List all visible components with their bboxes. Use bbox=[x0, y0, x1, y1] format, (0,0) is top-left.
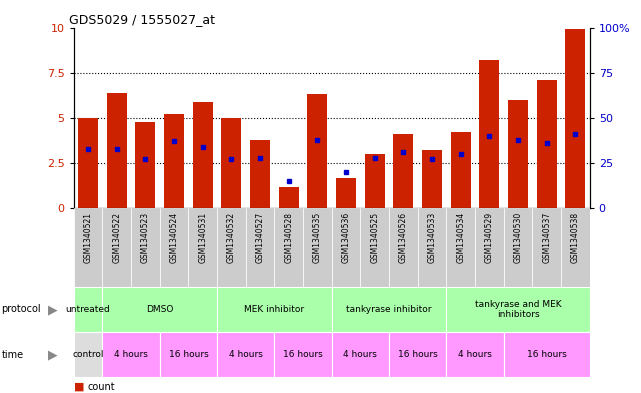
Bar bbox=[446, 287, 590, 332]
Bar bbox=[217, 332, 274, 377]
Bar bbox=[74, 208, 103, 287]
Bar bbox=[74, 287, 103, 332]
Text: GSM1340529: GSM1340529 bbox=[485, 212, 494, 263]
Bar bbox=[332, 332, 389, 377]
Bar bbox=[279, 187, 299, 208]
Text: 4 hours: 4 hours bbox=[458, 350, 492, 359]
Bar bbox=[479, 60, 499, 208]
Text: ▶: ▶ bbox=[47, 348, 58, 361]
Bar bbox=[103, 208, 131, 287]
Bar bbox=[221, 118, 242, 208]
Bar bbox=[533, 208, 561, 287]
Bar bbox=[504, 208, 533, 287]
Bar bbox=[504, 332, 590, 377]
Text: GSM1340525: GSM1340525 bbox=[370, 212, 379, 263]
Bar bbox=[307, 94, 328, 208]
Bar bbox=[103, 332, 160, 377]
Bar bbox=[389, 332, 446, 377]
Text: count: count bbox=[88, 382, 115, 392]
Bar bbox=[193, 102, 213, 208]
Bar bbox=[106, 93, 127, 208]
Bar bbox=[561, 208, 590, 287]
Bar bbox=[475, 208, 504, 287]
Text: GSM1340530: GSM1340530 bbox=[513, 212, 522, 263]
Text: 4 hours: 4 hours bbox=[344, 350, 378, 359]
Bar bbox=[160, 332, 217, 377]
Text: GSM1340533: GSM1340533 bbox=[428, 212, 437, 263]
Bar bbox=[78, 118, 98, 208]
Bar bbox=[360, 208, 389, 287]
Text: 16 hours: 16 hours bbox=[169, 350, 208, 359]
Text: GSM1340523: GSM1340523 bbox=[141, 212, 150, 263]
Text: GSM1340528: GSM1340528 bbox=[284, 212, 293, 263]
Text: GSM1340535: GSM1340535 bbox=[313, 212, 322, 263]
Bar bbox=[394, 134, 413, 208]
Bar bbox=[446, 332, 504, 377]
Text: time: time bbox=[1, 350, 24, 360]
Bar bbox=[135, 121, 155, 208]
Text: untreated: untreated bbox=[65, 305, 110, 314]
Bar bbox=[422, 151, 442, 208]
Text: MEK inhibitor: MEK inhibitor bbox=[244, 305, 304, 314]
Text: 4 hours: 4 hours bbox=[114, 350, 148, 359]
Bar bbox=[537, 80, 557, 208]
Bar bbox=[74, 332, 103, 377]
Bar bbox=[389, 208, 418, 287]
Text: GSM1340524: GSM1340524 bbox=[170, 212, 179, 263]
Text: tankyrase inhibitor: tankyrase inhibitor bbox=[346, 305, 432, 314]
Bar bbox=[164, 114, 184, 208]
Text: GSM1340536: GSM1340536 bbox=[342, 212, 351, 263]
Text: ▶: ▶ bbox=[47, 303, 58, 316]
Text: 16 hours: 16 hours bbox=[283, 350, 323, 359]
Text: protocol: protocol bbox=[1, 305, 41, 314]
Text: GSM1340521: GSM1340521 bbox=[83, 212, 92, 263]
Bar bbox=[246, 208, 274, 287]
Bar bbox=[508, 100, 528, 208]
Bar bbox=[160, 208, 188, 287]
Text: tankyrase and MEK
inhibitors: tankyrase and MEK inhibitors bbox=[475, 300, 562, 319]
Text: 4 hours: 4 hours bbox=[229, 350, 263, 359]
Text: GSM1340522: GSM1340522 bbox=[112, 212, 121, 263]
Text: 16 hours: 16 hours bbox=[398, 350, 438, 359]
Bar bbox=[103, 287, 217, 332]
Bar bbox=[451, 132, 470, 208]
Bar bbox=[274, 208, 303, 287]
Bar bbox=[274, 332, 332, 377]
Text: GSM1340527: GSM1340527 bbox=[256, 212, 265, 263]
Bar bbox=[365, 154, 385, 208]
Bar bbox=[446, 208, 475, 287]
Text: GSM1340531: GSM1340531 bbox=[198, 212, 207, 263]
Text: 16 hours: 16 hours bbox=[527, 350, 567, 359]
Text: GSM1340534: GSM1340534 bbox=[456, 212, 465, 263]
Text: DMSO: DMSO bbox=[146, 305, 174, 314]
Text: control: control bbox=[72, 350, 104, 359]
Bar bbox=[250, 140, 270, 208]
Bar bbox=[336, 178, 356, 208]
Bar bbox=[418, 208, 446, 287]
Bar bbox=[332, 287, 446, 332]
Bar bbox=[565, 29, 585, 208]
Bar bbox=[217, 287, 332, 332]
Text: GSM1340537: GSM1340537 bbox=[542, 212, 551, 263]
Bar bbox=[188, 208, 217, 287]
Bar bbox=[131, 208, 160, 287]
Bar bbox=[303, 208, 332, 287]
Bar bbox=[217, 208, 246, 287]
Text: GSM1340538: GSM1340538 bbox=[571, 212, 580, 263]
Text: GSM1340526: GSM1340526 bbox=[399, 212, 408, 263]
Text: ■: ■ bbox=[74, 382, 84, 392]
Bar bbox=[332, 208, 360, 287]
Text: GSM1340532: GSM1340532 bbox=[227, 212, 236, 263]
Text: GDS5029 / 1555027_at: GDS5029 / 1555027_at bbox=[69, 13, 215, 26]
